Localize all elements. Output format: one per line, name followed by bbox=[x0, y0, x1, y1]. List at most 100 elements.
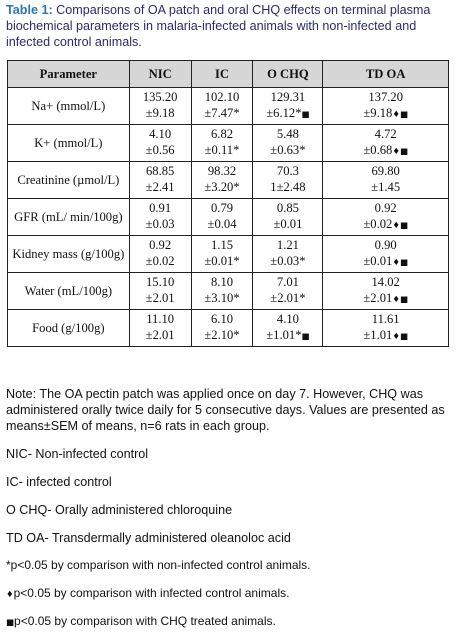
header-ic: IC bbox=[190, 60, 254, 88]
sem-value: ±9.18♦■ bbox=[325, 105, 446, 123]
mean-value: 68.85 bbox=[145, 164, 175, 178]
header-o-chq: O CHQ bbox=[252, 60, 324, 88]
sem-text: ±2.01 bbox=[145, 291, 175, 305]
sem-text: ±0.03 bbox=[145, 217, 175, 231]
sem-text: ±2.41 bbox=[145, 180, 175, 194]
value-cell: 1.21 ±0.03* bbox=[252, 235, 324, 273]
value-cell: 4.72 ±0.68♦■ bbox=[322, 124, 449, 162]
value-cell: 11.10 ±2.01 bbox=[128, 309, 192, 347]
abbr-o-chq: O CHQ- Orally administered chloroquine bbox=[6, 503, 233, 517]
mean-value: 11.10 bbox=[146, 312, 175, 326]
value-cell: 4.10 ±0.56 bbox=[128, 124, 192, 162]
value-cell: 8.10 ±3.10* bbox=[190, 272, 254, 310]
value-cell: 135.20 ±9.18 bbox=[128, 87, 192, 125]
mean-value: 6.82 bbox=[211, 127, 234, 141]
significance-marks: ■ bbox=[301, 332, 310, 342]
sem-text: ±1.45 bbox=[371, 180, 401, 194]
footnote-text: p<0.05 by comparison with CHQ treated an… bbox=[14, 614, 276, 628]
sem-value: ±1.01♦■ bbox=[325, 327, 446, 345]
sem-text: ±9.18 bbox=[145, 106, 175, 120]
value-cell: 11.61 ±1.01♦■ bbox=[322, 309, 449, 347]
mean-value: 8.10 bbox=[211, 275, 234, 289]
header-nic: NIC bbox=[128, 60, 192, 88]
sem-value: ±0.63* bbox=[255, 142, 320, 160]
sem-text: ±2.01 bbox=[363, 291, 393, 305]
value-cell: 15.10 ±2.01 bbox=[128, 272, 192, 310]
sem-value: ±2.41 bbox=[132, 179, 189, 197]
sem-value: 1±2.48 bbox=[255, 179, 320, 197]
mean-value: 11.61 bbox=[371, 312, 400, 326]
sem-text: ±0.02 bbox=[145, 254, 175, 268]
note-text: Note: The OA pectin patch was applied on… bbox=[6, 387, 445, 433]
parameter-cell: Food (g/100g) bbox=[7, 309, 130, 347]
value-cell: 98.32 ±3.20* bbox=[190, 161, 254, 199]
mean-value: 1.15 bbox=[211, 238, 234, 252]
sem-value: ±0.01♦■ bbox=[325, 253, 446, 271]
value-cell: 5.48 ±0.63* bbox=[252, 124, 324, 162]
sem-value: ±3.10* bbox=[194, 290, 251, 308]
sem-text: ±3.20* bbox=[204, 180, 240, 194]
parameter-cell: K+ (mmol/L) bbox=[7, 124, 130, 162]
significance-marks: ♦■ bbox=[392, 258, 408, 268]
value-cell: 70.3 1±2.48 bbox=[252, 161, 324, 199]
mean-value: 4.10 bbox=[276, 312, 299, 326]
value-cell: 14.02 ±2.01♦■ bbox=[322, 272, 449, 310]
value-cell: 4.10 ±1.01*■ bbox=[252, 309, 324, 347]
value-cell: 6.10 ±2.10* bbox=[190, 309, 254, 347]
sem-text: ±0.56 bbox=[145, 143, 175, 157]
mean-value: 102.10 bbox=[204, 90, 240, 104]
header-td-oa: TD OA bbox=[322, 60, 449, 88]
mean-value: 70.3 bbox=[276, 164, 299, 178]
footnote-star: *p<0.05 by comparison with non-infected … bbox=[6, 558, 452, 575]
sem-text: ±0.68 bbox=[363, 143, 393, 157]
table-row: Food (g/100g) 11.10 ±2.01 6.10 ±2.10* 4.10 ±1.… bbox=[7, 309, 449, 347]
abbr-nic: NIC- Non-infected control bbox=[6, 447, 149, 461]
mean-value: 0.92 bbox=[374, 201, 397, 215]
mean-value: 4.10 bbox=[149, 127, 172, 141]
mean-value: 5.48 bbox=[276, 127, 299, 141]
value-cell: 0.91 ±0.03 bbox=[128, 198, 192, 236]
diamond-icon: ♦ bbox=[6, 590, 14, 600]
caption-text: Comparisons of OA patch and oral CHQ eff… bbox=[6, 3, 431, 49]
mean-value: 98.32 bbox=[207, 164, 237, 178]
footnote-diamond: ♦p<0.05 by comparison with infected cont… bbox=[6, 586, 452, 603]
value-cell: 68.85 ±2.41 bbox=[128, 161, 192, 199]
value-cell: 0.90 ±0.01♦■ bbox=[322, 235, 449, 273]
sem-value: ±0.02♦■ bbox=[325, 216, 446, 234]
sem-value: ±2.01 bbox=[132, 327, 189, 345]
mean-value: 69.80 bbox=[371, 164, 400, 178]
table-row: Water (mL/100g) 15.10 ±2.01 8.10 ±3.10* 7.01 ±… bbox=[7, 272, 449, 310]
sem-text: ±7.47* bbox=[204, 106, 240, 120]
mean-value: 4.72 bbox=[374, 127, 397, 141]
value-cell: 0.92 ±0.02 bbox=[128, 235, 192, 273]
table-notes: Note: The OA pectin patch was applied on… bbox=[6, 386, 452, 642]
value-cell: 6.82 ±0.11* bbox=[190, 124, 254, 162]
sem-value: ±2.10* bbox=[194, 327, 251, 345]
sem-value: ±0.11* bbox=[194, 142, 251, 160]
table-label: Table 1: bbox=[6, 3, 53, 17]
sem-value: ±0.03 bbox=[132, 216, 189, 234]
significance-marks: ♦■ bbox=[392, 147, 408, 157]
value-cell: 1.15 ±0.01* bbox=[190, 235, 254, 273]
mean-value: 0.90 bbox=[374, 238, 397, 252]
significance-marks: ♦■ bbox=[392, 110, 408, 120]
mean-value: 7.01 bbox=[276, 275, 299, 289]
sem-value: ±3.20* bbox=[194, 179, 251, 197]
mean-value: 14.02 bbox=[371, 275, 400, 289]
sem-text: ±6.12* bbox=[266, 106, 302, 120]
sem-text: ±2.01 bbox=[145, 328, 175, 342]
sem-text: ±0.04 bbox=[207, 217, 237, 231]
sem-text: ±0.11* bbox=[204, 143, 240, 157]
results-table: Parameter NIC IC O CHQ TD OA Na+ (mmol/L… bbox=[7, 60, 449, 347]
parameter-cell: Water (mL/100g) bbox=[7, 272, 130, 310]
value-cell: 129.31 ±6.12*■ bbox=[252, 87, 324, 125]
sem-text: ±0.01* bbox=[204, 254, 240, 268]
sem-text: ±3.10* bbox=[204, 291, 240, 305]
sem-text: ±0.01 bbox=[273, 217, 303, 231]
parameter-cell: Kidney mass (g/100g) bbox=[7, 235, 130, 273]
value-cell: 102.10 ±7.47* bbox=[190, 87, 254, 125]
mean-value: 1.21 bbox=[276, 238, 299, 252]
sem-value: ±0.03* bbox=[255, 253, 320, 271]
parameter-cell: Na+ (mmol/L) bbox=[7, 87, 130, 125]
